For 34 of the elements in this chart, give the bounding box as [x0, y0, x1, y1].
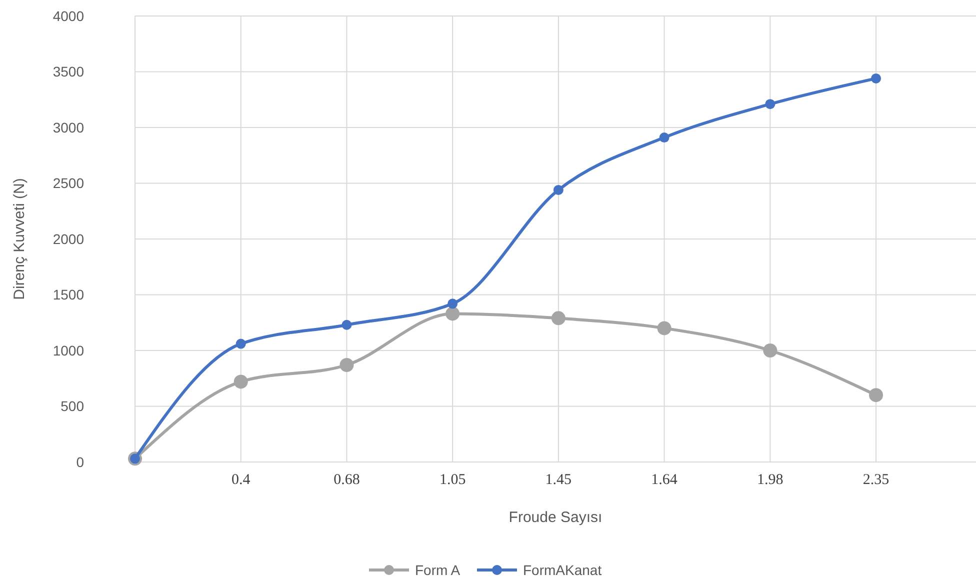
y-tick-label: 4000 — [52, 8, 84, 24]
y-tick-label: 2000 — [52, 230, 84, 247]
x-axis-title: Froude Sayısı — [508, 509, 602, 526]
legend-label: FormAKanat — [523, 562, 602, 578]
x-tick-label: 2.35 — [862, 472, 890, 488]
point — [659, 132, 670, 143]
point — [234, 374, 248, 389]
x-tick-label: 1.45 — [545, 472, 572, 488]
point — [871, 73, 881, 84]
point — [236, 338, 246, 349]
legend-label: Form A — [415, 562, 461, 578]
point — [448, 298, 458, 309]
y-axis-title: Direnç Kuvveti (N) — [11, 178, 28, 300]
point — [763, 344, 778, 358]
point — [765, 99, 776, 110]
point — [657, 321, 672, 336]
x-tick-label: 1.98 — [757, 472, 784, 488]
point — [551, 311, 566, 326]
y-tick-label: 3500 — [52, 64, 84, 80]
x-tick-label: 0.4 — [231, 472, 251, 488]
y-tick-label: 3000 — [52, 119, 84, 136]
point — [553, 184, 564, 195]
y-tick-label: 0 — [76, 454, 84, 470]
point — [446, 306, 460, 321]
y-tick-label: 1500 — [52, 286, 84, 303]
x-tick-label: 0.68 — [334, 472, 360, 488]
point — [342, 320, 352, 330]
point — [869, 388, 883, 402]
x-tick-label: 1.64 — [651, 472, 678, 488]
x-tick-label: 1.05 — [439, 472, 466, 488]
y-tick-label: 1000 — [52, 342, 84, 358]
point — [340, 358, 354, 372]
y-tick-label: 500 — [60, 398, 84, 414]
y-tick-label: 2500 — [52, 175, 84, 192]
